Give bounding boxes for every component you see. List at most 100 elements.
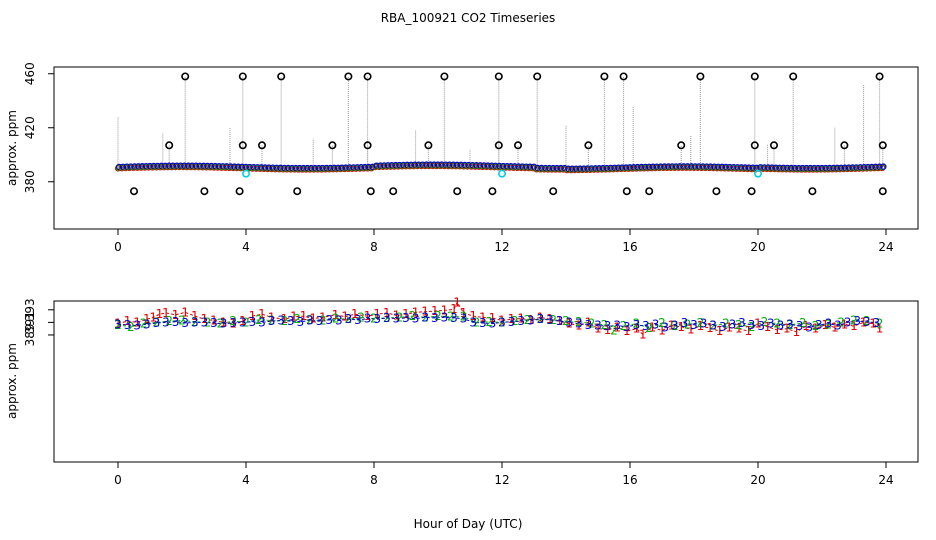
series-3-point: 3: [277, 313, 285, 327]
series-3-point: 3: [623, 320, 631, 334]
outlier-mid-point: [165, 141, 174, 150]
series-3-point: 3: [287, 314, 295, 328]
series-2-point: 2: [610, 324, 618, 338]
series-3-point: 3: [153, 316, 161, 330]
outlier-high-point: [789, 72, 798, 81]
top-x-tick-label: 0: [114, 240, 122, 254]
bottom-y-tick-label: 389: [23, 324, 37, 347]
series-3-point: 3: [671, 319, 679, 333]
outlier-low-point: [712, 187, 721, 196]
outlier-high-point: [600, 72, 609, 81]
outlier-low-point: [878, 187, 887, 196]
series-2-point: 2: [837, 315, 845, 329]
series-1-point: 1: [364, 309, 372, 323]
bottom-plot-frame: [53, 300, 919, 463]
series-2-point: 2: [460, 310, 468, 324]
series-3-point: 3: [709, 319, 717, 333]
series-3-point: 3: [633, 318, 641, 332]
series-1-point: 1: [258, 307, 266, 321]
series-2-point: 2: [671, 319, 679, 333]
cyan-point: [242, 169, 251, 178]
series-1-point: 1: [143, 312, 151, 326]
series-1-point: 1: [508, 312, 516, 326]
series-3-point: 3: [517, 314, 525, 328]
series-3-point: 3: [777, 319, 785, 333]
series-2-point: 2: [537, 312, 545, 326]
series-3-point: 3: [354, 313, 362, 327]
series-3-point: 3: [316, 314, 324, 328]
series-2-point: 2: [773, 317, 781, 331]
bottom-x-tick-label: 20: [750, 473, 765, 487]
series-3-point: 3: [489, 317, 497, 331]
top-x-tick-label: 20: [750, 240, 765, 254]
series-3-point: 3: [556, 314, 564, 328]
series-3-point: 3: [210, 316, 218, 330]
series-2-point: 2: [498, 315, 506, 329]
series-1-point: 1: [229, 317, 237, 331]
series-2-point: 2: [370, 312, 378, 326]
baseline-point: [369, 163, 376, 171]
top-baseline-series: [114, 161, 887, 174]
outlier-mid-point: [328, 141, 337, 150]
outlier-low-point: [293, 187, 302, 196]
outlier-high-point: [533, 72, 542, 81]
series-3-point: 3: [431, 311, 439, 325]
series-3-point: 3: [172, 315, 180, 329]
outlier-low-point: [366, 187, 375, 196]
top-y-tick-label: 420: [23, 116, 37, 139]
series-2-point: 2: [825, 317, 833, 331]
series-3-point: 3: [335, 313, 343, 327]
series-3-point: 3: [373, 312, 381, 326]
series-3-point: 3: [469, 315, 477, 329]
outlier-mid-point: [840, 141, 849, 150]
series-3-point: 3: [364, 312, 372, 326]
series-1-point: 1: [575, 319, 583, 333]
series-3-point: 3: [239, 315, 247, 329]
top-axes: 0 4 8 12 16 20 24 380 420 460: [23, 62, 894, 254]
series-1-point: 1: [162, 306, 170, 320]
series-2-point: 2: [799, 316, 807, 330]
series-2-point: 2: [658, 316, 666, 330]
series-1-point: 1: [869, 317, 877, 331]
series-2-point: 2: [319, 313, 327, 327]
series-3-point: 3: [124, 318, 132, 332]
series-3-point: 3: [738, 316, 746, 330]
series-3-point: 3: [306, 313, 314, 327]
series-3-point: 3: [729, 317, 737, 331]
outlier-mid-point: [238, 141, 247, 150]
bottom-y-tick-label: 391: [23, 311, 37, 334]
series-1-point: 1: [764, 320, 772, 334]
series-3-point: 3: [133, 319, 141, 333]
series-1-point: 1: [716, 324, 724, 338]
series-1-point: 1: [802, 319, 810, 333]
series-3-point: 3: [143, 317, 151, 331]
bottom-x-tick-label: 8: [370, 473, 378, 487]
outlier-high-point: [619, 72, 628, 81]
series-1-point: 1: [201, 312, 209, 326]
outlier-high-point: [875, 72, 884, 81]
series-3-point: 3: [565, 315, 573, 329]
series-3-point: 3: [421, 310, 429, 324]
series-2-point: 2: [761, 315, 769, 329]
series-1-point: 1: [191, 309, 199, 323]
series-1-point: 1: [124, 314, 132, 328]
series-3-point: 3: [825, 317, 833, 331]
series-1-point: 1: [735, 322, 743, 336]
series-1-point: 1: [658, 324, 666, 338]
series-1-point: 1: [351, 307, 359, 321]
series-3-point: 3: [681, 316, 689, 330]
outlier-mid-point: [769, 141, 778, 150]
series-1-point: 1: [133, 315, 141, 329]
series-1-point: 1: [783, 322, 791, 336]
series-3-point: 3: [508, 315, 516, 329]
series-3-point: 3: [537, 312, 545, 326]
series-1-point: 1: [319, 310, 327, 324]
series-1-point: 1: [469, 309, 477, 323]
series-1-point: 1: [812, 322, 820, 336]
series-1-point: 1: [281, 312, 289, 326]
series-2-point: 2: [511, 314, 519, 328]
outlier-high-point: [750, 72, 759, 81]
series-3-point: 3: [719, 320, 727, 334]
